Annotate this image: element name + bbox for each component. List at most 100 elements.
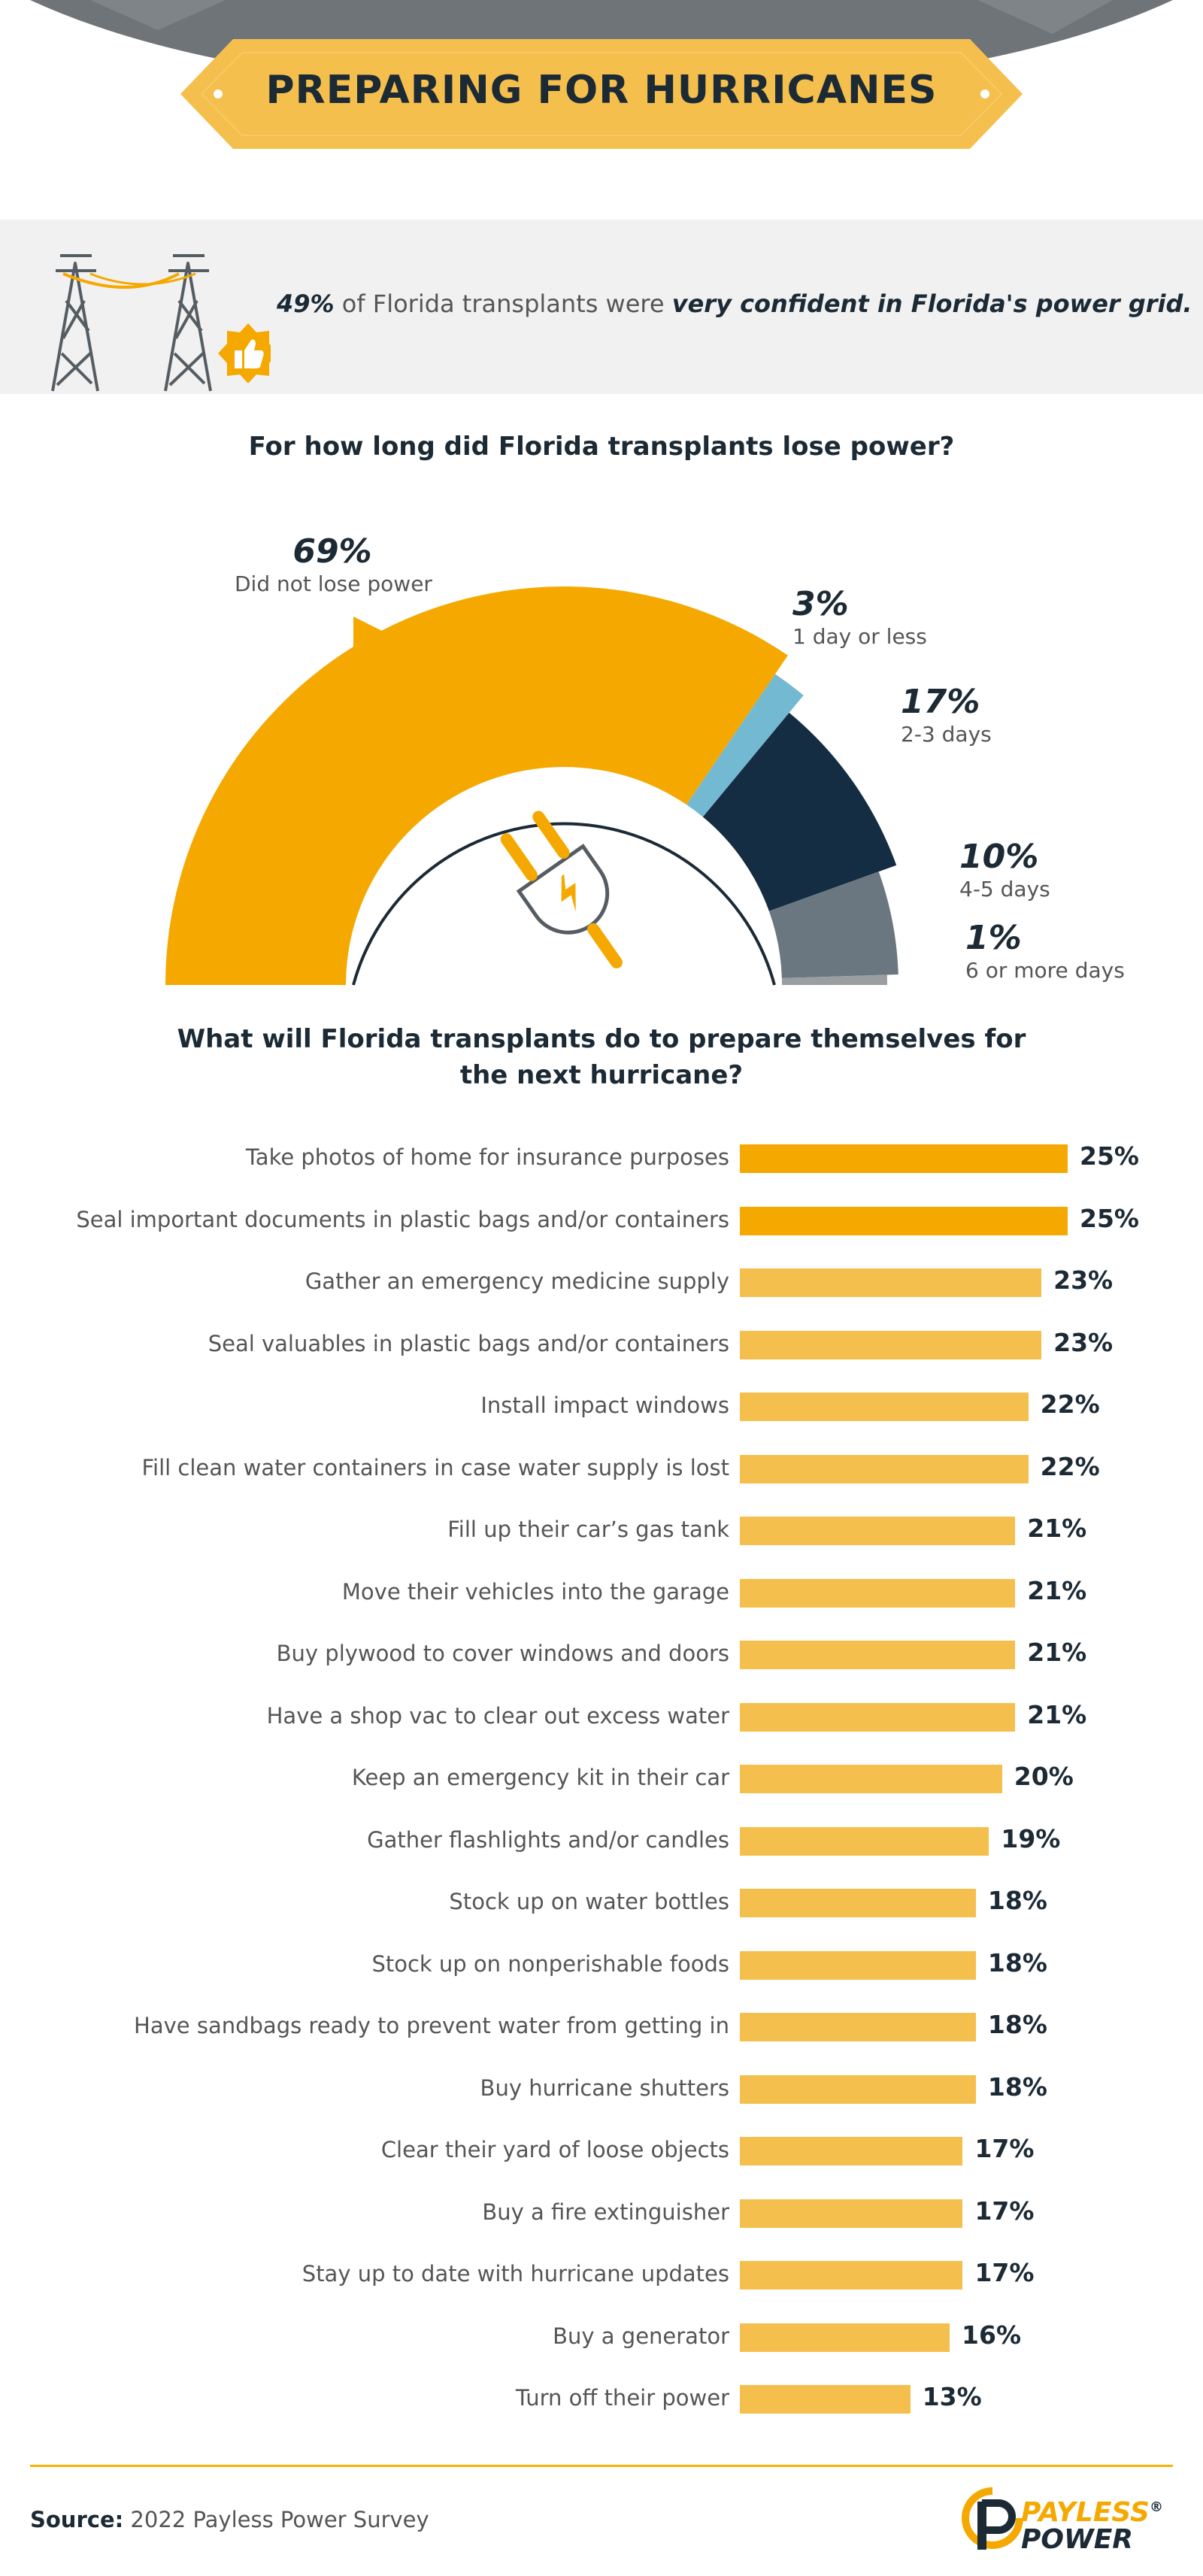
bar-label: Gather an emergency medicine supply: [305, 1268, 729, 1294]
footer-divider: [30, 2465, 1173, 2467]
bar-label: Keep an emergency kit in their car: [351, 1765, 729, 1790]
slice-label-did-not-lose-power: 69% Did not lose power: [235, 532, 432, 596]
stat-band: [0, 220, 1203, 394]
bar-value-label: 23%: [1053, 1327, 1114, 1357]
bar-label: Move their vehicles into the garage: [341, 1578, 729, 1605]
bar-value-label: 18%: [987, 2010, 1047, 2039]
bar-value-label: 25%: [1080, 1141, 1139, 1171]
bar-value-label: 16%: [962, 2320, 1022, 2350]
bar: [740, 2323, 950, 2352]
bar: [740, 1206, 1068, 1235]
bar: [740, 1826, 989, 1856]
bar-row: Stock up on nonperishable foods 18%: [0, 1935, 1203, 1996]
power-towers-icon: [51, 254, 271, 392]
bar-row: Seal valuables in plastic bags and/or co…: [0, 1314, 1203, 1376]
bar-value-label: 17%: [974, 2258, 1035, 2287]
bar: [740, 2385, 911, 2414]
bar-value-label: 21%: [1027, 1638, 1087, 1667]
slice-label-4-5-days: 10% 4-5 days: [959, 838, 1050, 902]
bar-value-label: 18%: [987, 2071, 1047, 2102]
bar: [740, 2261, 963, 2290]
bar-label: Have sandbags ready to prevent water fro…: [134, 2013, 729, 2038]
payless-power-logo: PAYLESS® POWER: [959, 2485, 1177, 2554]
ribbon-dot-right: [980, 89, 989, 98]
bar-label: Gather flashlights and/or candles: [367, 1826, 729, 1853]
bar-row: Move their vehicles into the garage 21%: [0, 1562, 1203, 1624]
bar-row: Clear their yard of loose objects 17%: [0, 2120, 1203, 2182]
grid-confidence-stat: 49% of Florida transplants were very con…: [277, 289, 1192, 318]
bar-value-label: 22%: [1040, 1451, 1100, 1481]
bar: [740, 1702, 1016, 1732]
bar: [740, 1517, 1016, 1545]
preparation-bar-chart: Take photos of home for insurance purpos…: [0, 1128, 1203, 2436]
bar-row: Install impact windows 22%: [0, 1376, 1203, 1438]
bar-label: Buy hurricane shutters: [480, 2074, 729, 2101]
bar-label: Fill up their car’s gas tank: [447, 1517, 729, 1542]
bar-label: Buy a generator: [553, 2323, 729, 2349]
bar: [740, 2199, 963, 2228]
payless-power-logo-icon: [962, 2487, 1023, 2550]
bar-label: Turn off their power: [515, 2385, 729, 2411]
bar-row: Buy a generator 16%: [0, 2307, 1203, 2368]
bar-value-label: 21%: [1027, 1575, 1087, 1605]
bar-row: Keep an emergency kit in their car 20%: [0, 1748, 1203, 1810]
bar-value-label: 21%: [1027, 1699, 1087, 1729]
bar: [740, 1330, 1042, 1359]
bar-value-label: 18%: [987, 1947, 1047, 1977]
donut-slice-1-day-or-less: [686, 674, 804, 817]
bar: [740, 2013, 976, 2041]
ribbon-dot-left: [214, 89, 223, 98]
bar: [740, 1578, 1016, 1608]
bar: [740, 1268, 1042, 1297]
bar-label: Seal important documents in plastic bags…: [76, 1206, 729, 1232]
thumbs-up-badge-icon: [218, 323, 271, 383]
bar-chart-title: What will Florida transplants do to prep…: [177, 1024, 1026, 1090]
bar-row: Buy a fire extinguisher 17%: [0, 2183, 1203, 2244]
bar-value-label: 18%: [987, 1886, 1047, 1915]
hero-banner: [30, 0, 1173, 149]
bar-row: Buy hurricane shutters 18%: [0, 2059, 1203, 2120]
donut-slice-2-3-days: [702, 712, 897, 911]
slice-pointer: [353, 617, 398, 669]
bar: [740, 1889, 976, 1917]
bar: [740, 1950, 976, 1980]
bar-label: Buy a fire extinguisher: [482, 2199, 729, 2225]
bar-label: Have a shop vac to clear out excess wate…: [266, 1702, 729, 1729]
bar-value-label: 23%: [1053, 1265, 1114, 1295]
page-title: PREPARING FOR HURRICANES: [265, 68, 938, 113]
bar-label: Fill clean water containers in case wate…: [141, 1454, 729, 1480]
bar-value-label: 20%: [1014, 1762, 1074, 1791]
bar-label: Clear their yard of loose objects: [380, 2137, 729, 2162]
bar-row: Stay up to date with hurricane updates 17…: [0, 2244, 1203, 2306]
bar: [740, 1765, 1002, 1793]
bar-label: Stock up on nonperishable foods: [371, 1950, 729, 1977]
bar-label: Buy plywood to cover windows and doors: [276, 1641, 729, 1666]
bar-row: Gather an emergency medicine supply 23%: [0, 1252, 1203, 1314]
bar-label: Stay up to date with hurricane updates: [302, 2261, 729, 2287]
donut-slice-6-or-more-days: [781, 974, 887, 985]
bar: [740, 1393, 1029, 1421]
bar-row: Gather flashlights and/or candles 19%: [0, 1811, 1203, 1872]
bar: [740, 2074, 976, 2104]
slice-label-2-3-days: 17% 2-3 days: [901, 683, 992, 747]
bar-row: Turn off their power 13%: [0, 2368, 1203, 2430]
bar-row: Have a shop vac to clear out excess wate…: [0, 1687, 1203, 1748]
slice-label-6-or-more-days: 1% 6 or more days: [965, 919, 1125, 983]
bar-row: Fill up their car’s gas tank 21%: [0, 1500, 1203, 1562]
bar: [740, 1454, 1029, 1483]
bar-value-label: 19%: [1001, 1823, 1061, 1853]
slice-label-1-day-or-less: 3% 1 day or less: [792, 585, 927, 649]
bar: [740, 1641, 1016, 1669]
bar-row: Buy plywood to cover windows and doors 21…: [0, 1624, 1203, 1686]
bar-row: Stock up on water bottles 18%: [0, 1872, 1203, 1934]
bar-label: Take photos of home for insurance purpos…: [245, 1144, 729, 1170]
bar-row: Seal important documents in plastic bags…: [0, 1190, 1203, 1252]
bar: [740, 2137, 963, 2165]
donut-slice-did-not-lose-power: [165, 586, 788, 985]
donut-slice-4-5-days: [768, 871, 898, 978]
bar-label: Seal valuables in plastic bags and/or co…: [208, 1330, 729, 1356]
bar-row: Have sandbags ready to prevent water fro…: [0, 1996, 1203, 2058]
bar-label: Stock up on water bottles: [449, 1889, 729, 1914]
bar-value-label: 25%: [1080, 1203, 1139, 1233]
power-plug-icon: [500, 811, 623, 968]
